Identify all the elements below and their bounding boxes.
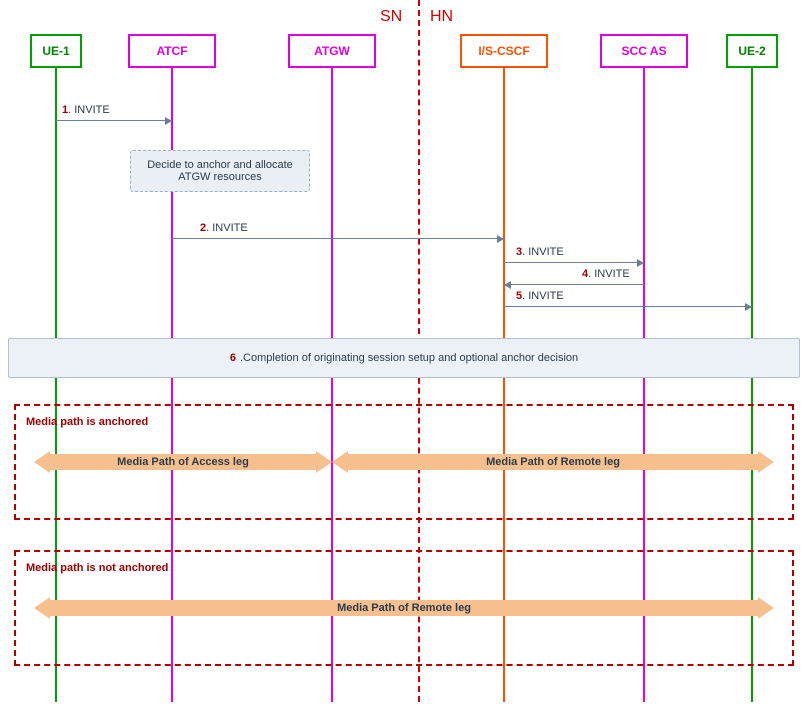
media-arrow-head-right <box>316 451 332 473</box>
message-arrowhead-4 <box>504 281 511 289</box>
actor-label: UE-2 <box>738 44 765 58</box>
media-arrow-head-right <box>758 597 774 619</box>
completion-number: 6 <box>230 352 236 364</box>
media-arrow: Media Path of Remote leg <box>34 597 774 619</box>
media-arrow-head-left <box>34 451 50 473</box>
message-label-3: 3. INVITE <box>516 246 564 258</box>
message-text: INVITE <box>74 104 109 116</box>
completion-box: 6. Completion of originating session set… <box>8 338 800 378</box>
anchor-decision-note: Decide to anchor and allocate ATGW resou… <box>130 150 310 192</box>
message-number: 4 <box>582 268 588 280</box>
message-arrowhead-2 <box>497 235 504 243</box>
media-arrow-head-left <box>34 597 50 619</box>
actor-label: ATCF <box>156 44 187 58</box>
message-number: 3 <box>516 246 522 258</box>
message-arrowhead-3 <box>637 259 644 267</box>
actor-label: UE-1 <box>42 44 69 58</box>
media-arrow-label: Media Path of Remote leg <box>486 456 620 468</box>
zone-label-sn: SN <box>380 8 402 26</box>
message-text: INVITE <box>528 246 563 258</box>
message-number: 2 <box>200 222 206 234</box>
message-line-5 <box>504 306 752 307</box>
message-text: INVITE <box>528 290 563 302</box>
media-arrow: Media Path of Access leg <box>34 451 332 473</box>
media-arrow-bar: Media Path of Remote leg <box>50 600 758 616</box>
actor-scc: SCC AS <box>600 34 688 68</box>
media-arrow: Media Path of Remote leg <box>332 451 774 473</box>
actor-cscf: I/S-CSCF <box>460 34 548 68</box>
actor-ue2: UE-2 <box>726 34 778 68</box>
media-arrow-bar: Media Path of Remote leg <box>348 454 758 470</box>
media-arrow-label: Media Path of Remote leg <box>337 602 471 614</box>
message-arrowhead-5 <box>745 303 752 311</box>
media-arrow-head-left <box>332 451 348 473</box>
media-group-title: Media path is not anchored <box>26 562 168 574</box>
media-arrow-bar: Media Path of Access leg <box>50 454 316 470</box>
actor-label: SCC AS <box>622 44 667 58</box>
actor-atcf: ATCF <box>128 34 216 68</box>
media-arrow-head-right <box>758 451 774 473</box>
message-line-2 <box>172 238 504 239</box>
actor-label: I/S-CSCF <box>478 44 529 58</box>
media-group-title: Media path is anchored <box>26 416 148 428</box>
message-label-1: 1. INVITE <box>62 104 110 116</box>
actor-ue1: UE-1 <box>30 34 82 68</box>
message-line-3 <box>504 262 644 263</box>
message-line-4 <box>504 284 644 285</box>
message-number: 1 <box>62 104 68 116</box>
completion-text: Completion of originating session setup … <box>243 352 578 364</box>
media-arrow-label: Media Path of Access leg <box>117 456 249 468</box>
message-label-4: 4. INVITE <box>582 268 630 280</box>
message-label-2: 2. INVITE <box>200 222 248 234</box>
message-arrowhead-1 <box>165 117 172 125</box>
actor-atgw: ATGW <box>288 34 376 68</box>
message-line-1 <box>56 120 172 121</box>
message-text: INVITE <box>594 268 629 280</box>
message-number: 5 <box>516 290 522 302</box>
actor-label: ATGW <box>314 44 350 58</box>
message-text: INVITE <box>212 222 247 234</box>
sequence-diagram: SN HN UE-1 ATCF ATGW I/S-CSCF SCC AS UE-2 1. INV… <box>0 0 808 712</box>
message-label-5: 5. INVITE <box>516 290 564 302</box>
zone-label-hn: HN <box>430 8 453 26</box>
